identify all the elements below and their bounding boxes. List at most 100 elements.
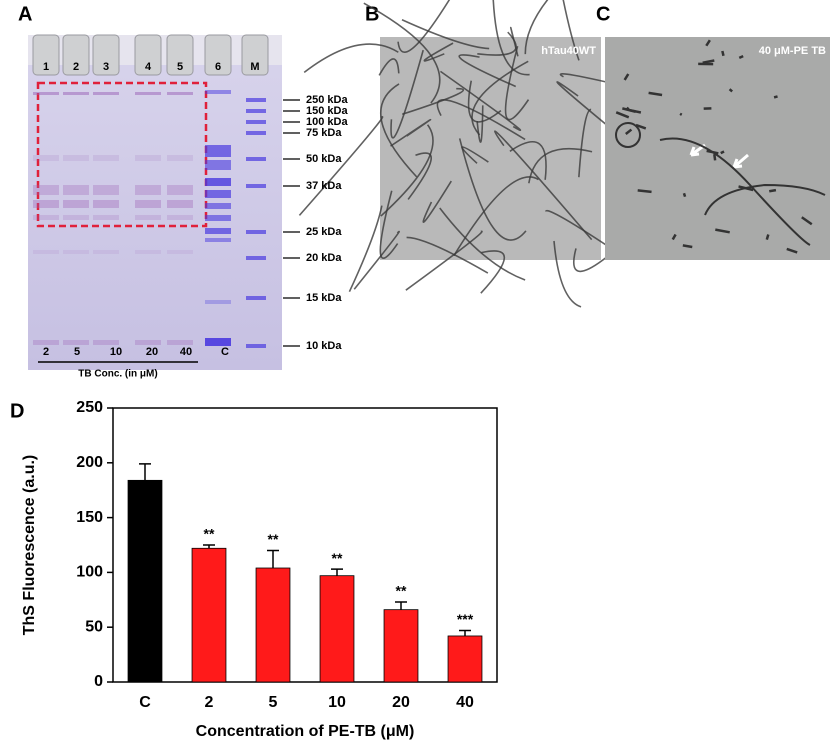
error-bar [203,544,215,549]
fibril [562,0,580,61]
fibril [439,70,522,131]
band [205,178,231,186]
fibril [615,122,641,148]
x-tick-label: 2 [205,694,214,711]
x-tick-label: 40 [456,694,474,711]
gel-caption: TB Conc. (in μM) [78,369,157,380]
fibril [509,141,547,180]
band [205,228,231,234]
fibril [458,138,527,241]
x-tick-label: 5 [269,694,278,711]
band [63,215,89,220]
band [167,215,193,220]
fibril [682,244,693,249]
fibril [524,0,549,55]
fibril [480,250,506,294]
band [63,250,89,254]
bar [383,609,419,683]
band [167,340,193,345]
fibril [390,118,432,147]
bar [447,635,483,683]
x-tick-label: 20 [392,694,410,711]
fibril [477,31,517,56]
marker-label: 25 kDa [306,226,342,238]
fibril [298,116,384,216]
band [246,120,266,124]
fibril [637,189,652,194]
fibril [494,130,593,241]
fibril [738,54,744,60]
lane-bottom-label: 20 [146,346,158,358]
fibril [492,0,530,76]
bar [191,547,227,683]
marker-label: 20 kDa [306,252,342,264]
band [167,200,193,208]
fibril [704,183,826,216]
error-bar [139,463,151,481]
well [204,34,232,76]
band [33,340,59,345]
fibril [348,205,383,293]
fibril [720,150,725,155]
x-tick-label: C [139,694,151,711]
band [33,250,59,254]
band [93,155,119,161]
significance-label: ** [204,526,215,542]
panel-letter: B [365,3,379,25]
fibril [721,50,725,57]
error-bar [395,601,407,610]
band [93,92,119,95]
fibril [397,0,451,53]
fibril [458,54,517,88]
fibril [715,228,730,234]
marker-label: 10 kDa [306,340,342,352]
fibril [702,59,715,64]
band [135,215,161,220]
band [167,185,193,195]
band [246,256,266,260]
lane-label: 3 [103,61,109,73]
fibril [423,42,454,62]
fibril [623,73,630,81]
band [63,92,89,95]
band [93,340,119,345]
fibril [405,230,483,291]
band [167,250,193,254]
fibril [765,234,770,240]
y-tick-label: 250 [76,399,103,416]
fibril [671,233,677,241]
fibril [553,240,582,308]
x-axis-title: Concentration of PE-TB (μM) [196,723,415,740]
marker-label: 37 kDa [306,180,342,192]
fibril [380,124,434,217]
fibril [786,247,798,254]
band [246,98,266,102]
band [246,157,266,161]
band [63,200,89,208]
fibril [629,108,642,114]
gel-image [28,34,282,370]
band [135,340,161,345]
panel-letter: C [596,3,610,25]
fibril [390,49,424,139]
lane-label: 1 [43,61,49,73]
band [93,185,119,195]
band [205,160,231,170]
band [33,92,59,95]
band [63,340,89,345]
band [167,92,193,95]
marker-label: 250 kDa [306,94,348,106]
well [32,34,60,76]
lane-label: 2 [73,61,79,73]
panel-letter: D [10,400,24,422]
error-bar [459,629,471,636]
band [205,300,231,304]
band [135,155,161,161]
band [33,200,59,208]
lane-bottom-label: 10 [110,346,122,358]
y-tick-label: 150 [76,509,103,526]
band [93,200,119,208]
lane-label: 4 [145,61,152,73]
significance-label: *** [457,611,474,627]
